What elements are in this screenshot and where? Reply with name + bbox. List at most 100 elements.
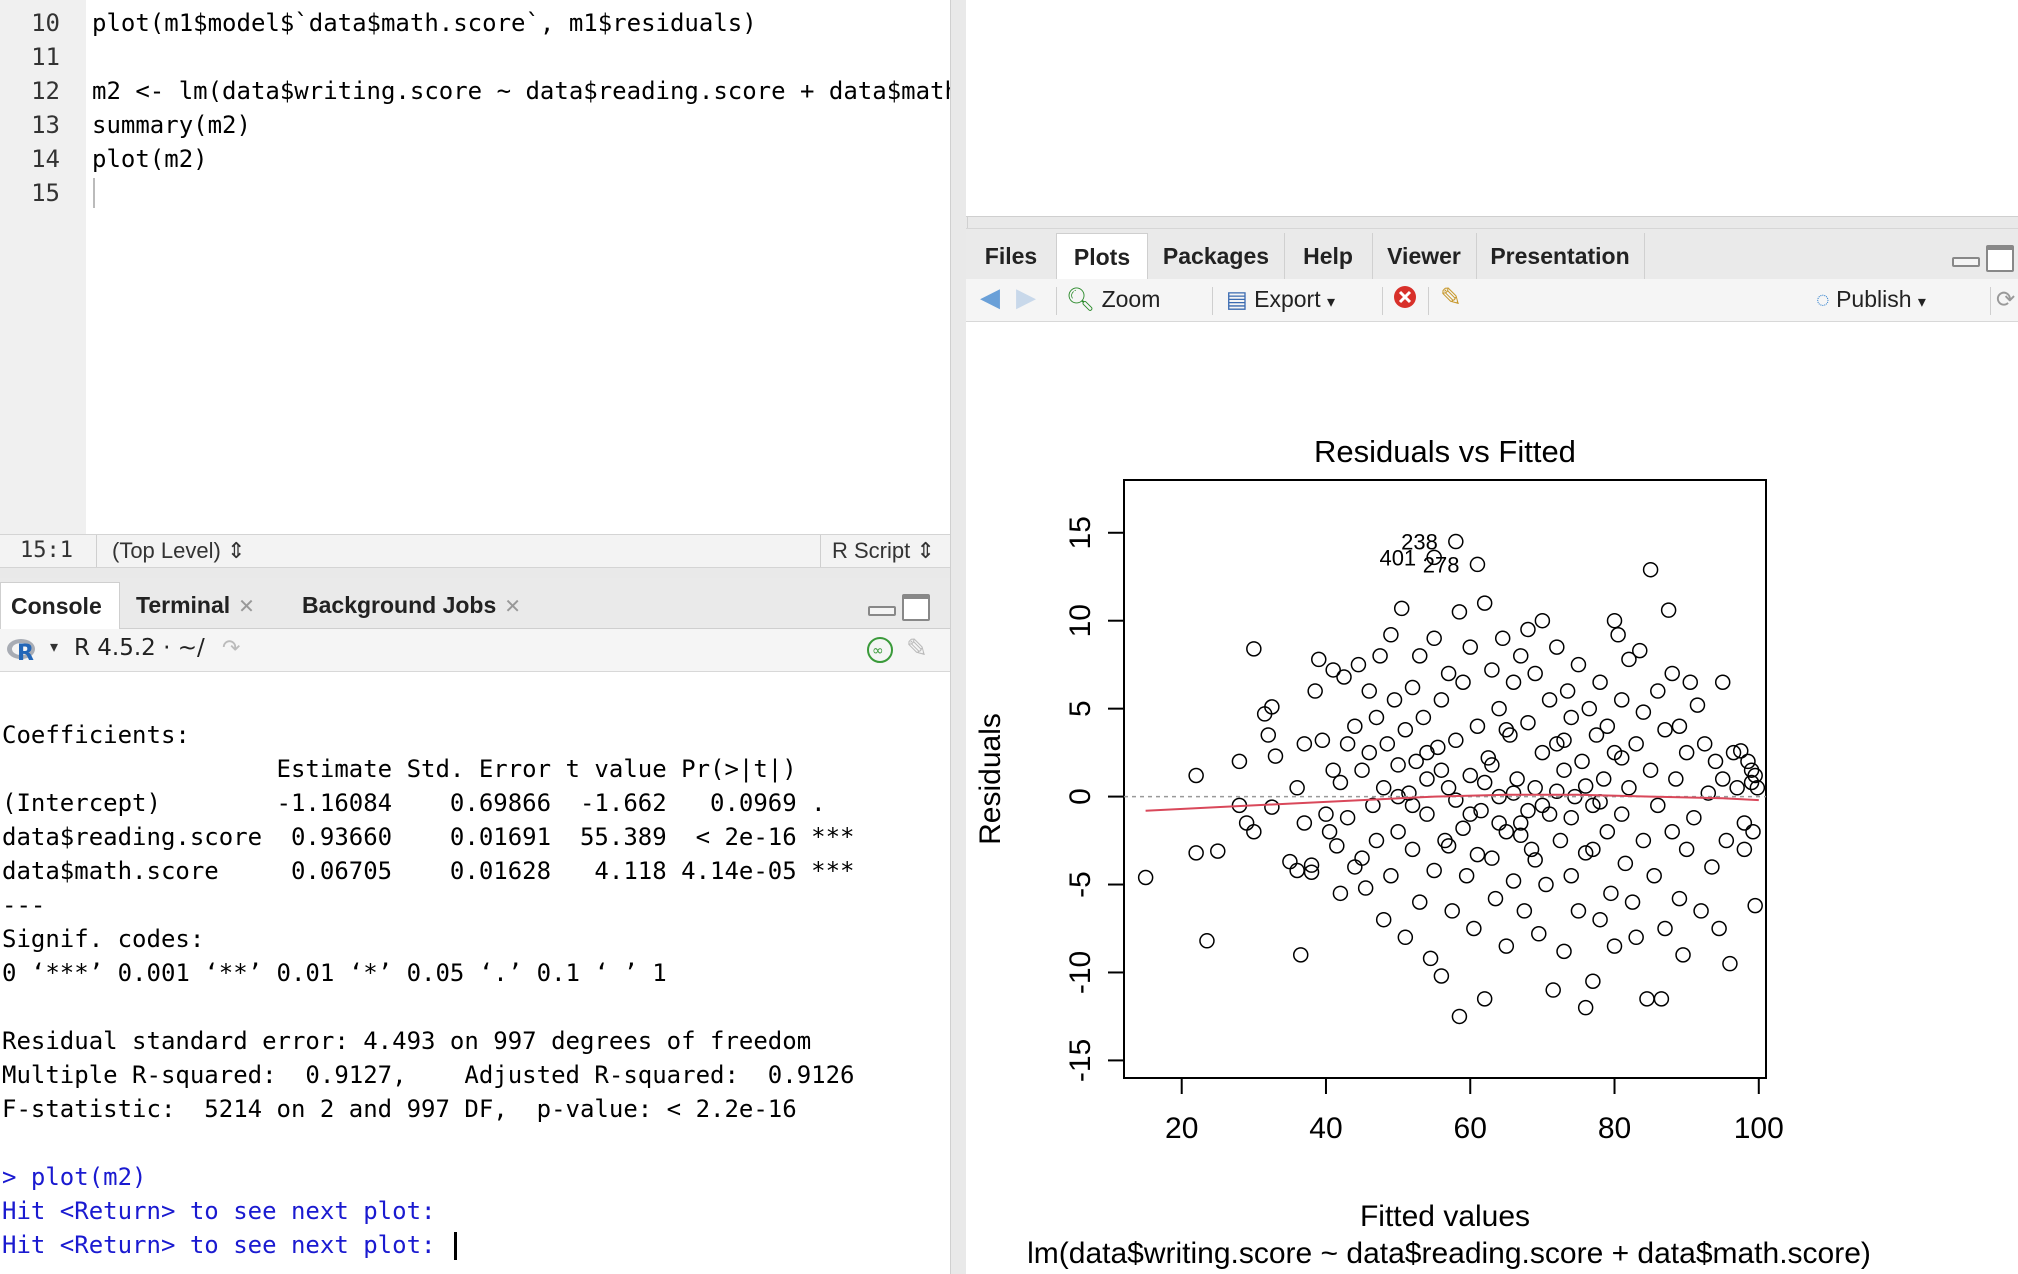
data-point [1307,683,1323,699]
data-point [1311,651,1327,668]
refresh-icon[interactable]: ⟳ [1996,286,2016,312]
data-point [1210,843,1226,859]
plot-frame [1123,479,1767,1079]
environment-pane [966,0,2018,217]
data-point [1632,642,1648,659]
data-point [1660,602,1677,618]
data-point [1520,802,1536,819]
data-point [1339,809,1356,826]
data-point [1509,771,1525,787]
point-label: 401 [1379,545,1416,570]
data-point [1238,815,1255,831]
console-output[interactable]: Coefficients: Estimate Std. Error t valu… [0,672,950,1274]
data-point [1714,771,1731,787]
plots-tab-bar: Files Plots Packages Help Viewer Present… [966,228,2018,280]
zoom-label: Zoom [1101,286,1161,312]
tab-background-jobs[interactable]: Background Jobs ✕ [292,582,531,628]
data-point [1733,743,1749,759]
data-point [1448,533,1464,550]
console-line: (Intercept) -1.16084 0.69866 -1.662 0.09… [2,786,855,820]
data-point [1527,780,1543,796]
data-point [1549,639,1565,655]
source-editor[interactable]: 10 plot(m1$model$`data$math.score`, m1$re… [0,0,950,534]
console-line: Estimate Std. Error t value Pr(>|t|) [2,752,855,786]
forward-arrow-icon[interactable]: ▶ [1016,282,1036,312]
data-point [1606,938,1623,954]
export-button[interactable]: ▤ Export ▾ [1226,286,1335,313]
console-cursor [453,1232,457,1260]
line-code[interactable]: m2 <- lm(data$writing.score ~ data$readi… [92,77,950,105]
tab-terminal[interactable]: Terminal ✕ [126,582,265,628]
data-point [1426,630,1442,647]
data-point [1538,876,1554,893]
tab-packages[interactable]: Packages [1148,233,1285,279]
data-point [1325,662,1341,678]
close-icon[interactable]: ✕ [504,596,522,618]
data-point [1512,827,1529,844]
data-point [1527,665,1543,682]
zoom-button[interactable]: 🔍︎ Zoom [1066,286,1160,313]
x-tick-label: 100 [1734,1112,1784,1145]
line-number: 10 [31,9,60,37]
data-point [1231,753,1248,770]
smoothed-trend-line [1145,793,1759,812]
line-code[interactable]: plot(m1$model$`data$math.score`, m1$resi… [92,9,757,37]
data-point [1404,841,1421,858]
svg-text:R: R [17,641,34,665]
data-point [1621,780,1637,796]
scope-selector[interactable]: (Top Level) ⇕ [112,538,245,564]
data-point [1440,780,1457,796]
console-line: F-statistic: 5214 on 2 and 997 DF, p-val… [2,1092,797,1126]
data-point [1404,797,1421,814]
data-point [1347,859,1363,875]
go-to-directory-icon[interactable]: ↷ [222,635,241,660]
data-point [1415,709,1432,726]
console-toolbar: R ▾ R 4.5.2 · ~/ ↷ ∞ ✎ [0,629,950,672]
broom-clear-all-icon[interactable]: ✎ [1440,282,1462,312]
tab-presentation[interactable]: Presentation [1476,233,1645,279]
data-point [1646,867,1662,884]
data-point [1440,665,1457,682]
data-point [1412,648,1428,664]
tab-console[interactable]: Console [0,582,120,629]
close-icon[interactable]: ✕ [238,596,255,618]
chevron-down-icon[interactable]: ▾ [50,639,59,656]
data-point [1556,762,1572,778]
broom-clear-icon[interactable]: ✎ [906,633,928,663]
data-point [1534,797,1551,814]
tab-help[interactable]: Help [1284,233,1373,279]
data-point [1491,815,1507,831]
line-code[interactable]: plot(m2) [92,145,208,173]
data-point [1747,897,1763,914]
x-tick-label: 80 [1598,1112,1631,1145]
tab-plots[interactable]: Plots [1056,233,1148,280]
data-point [1289,780,1305,796]
data-point [1675,947,1691,963]
remove-plot-button[interactable] [1392,284,1418,316]
file-type-selector[interactable]: R Script ⇕ [832,538,935,564]
data-point [1581,700,1598,717]
data-point [1650,797,1666,814]
line-number: 13 [31,111,60,139]
line-code[interactable]: summary(m2) [92,111,251,139]
copilot-icon[interactable]: ∞ [866,636,894,664]
data-point [1635,832,1652,849]
data-point [1480,750,1497,766]
minimize-pane-icon[interactable] [1952,257,1980,267]
console-line: data$reading.score 0.93660 0.01691 55.38… [2,820,855,854]
tab-viewer[interactable]: Viewer [1372,233,1477,279]
minimize-pane-icon[interactable] [868,606,896,616]
data-point [1574,753,1590,770]
console-line-text: 0 ‘***’ 0.001 ‘**’ 0.01 ‘*’ 0.05 ‘.’ 0.1… [2,959,667,987]
data-point [1484,662,1500,678]
maximize-pane-icon[interactable] [1986,245,2014,272]
maximize-pane-icon[interactable] [902,594,930,621]
tab-files[interactable]: Files [966,233,1057,279]
publish-button[interactable]: ◌ Publish ▾ [1816,286,1926,313]
data-point [1736,841,1753,858]
data-point [1653,991,1670,1007]
data-point [1350,656,1367,673]
data-point [1613,806,1630,822]
back-arrow-icon[interactable]: ◀ [980,282,1000,312]
